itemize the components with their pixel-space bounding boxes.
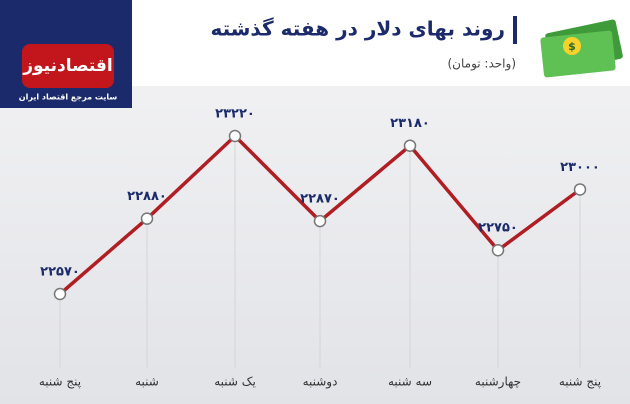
point [140, 212, 154, 225]
value-label: ۲۲۵۷۰ [40, 265, 80, 280]
point [228, 129, 242, 143]
logo-badge [22, 44, 114, 88]
value-label: ۲۳۰۰۰ [560, 160, 600, 175]
value-label: ۲۳۱۸۰ [390, 116, 430, 131]
value-label: ۲۳۲۲۰ [215, 107, 255, 122]
subtitle: (واحد: تومان) [447, 57, 516, 72]
x-tick-label: پنج شنبه [559, 375, 601, 389]
money-icon: $ [540, 19, 623, 78]
x-tick-label: یک شنبه [214, 375, 256, 389]
point [53, 287, 67, 301]
title-bar [513, 16, 517, 44]
svg-text:$: $ [568, 40, 576, 53]
x-tick-label: دوشنبه [303, 375, 338, 390]
value-label: ۲۲۸۸۰ [127, 189, 167, 204]
x-tick-label: سه شنبه [388, 375, 432, 389]
brand: اقتصادنیوز [22, 56, 113, 76]
x-tick-label: چهارشنبه [475, 375, 521, 390]
point [573, 183, 587, 196]
value-label: ۲۲۷۵۰ [478, 221, 518, 236]
x-tick-label: شنبه [135, 375, 159, 389]
value-label: ۲۲۸۷۰ [300, 192, 340, 207]
brand-tagline: سایت مرجع اقتصاد ایران [19, 93, 118, 102]
chart-title: روند بهای دلار در هفته گذشته [210, 17, 505, 41]
point [313, 214, 327, 228]
point [491, 243, 505, 257]
point [403, 139, 417, 152]
x-tick-label: پنج شنبه [39, 375, 81, 389]
